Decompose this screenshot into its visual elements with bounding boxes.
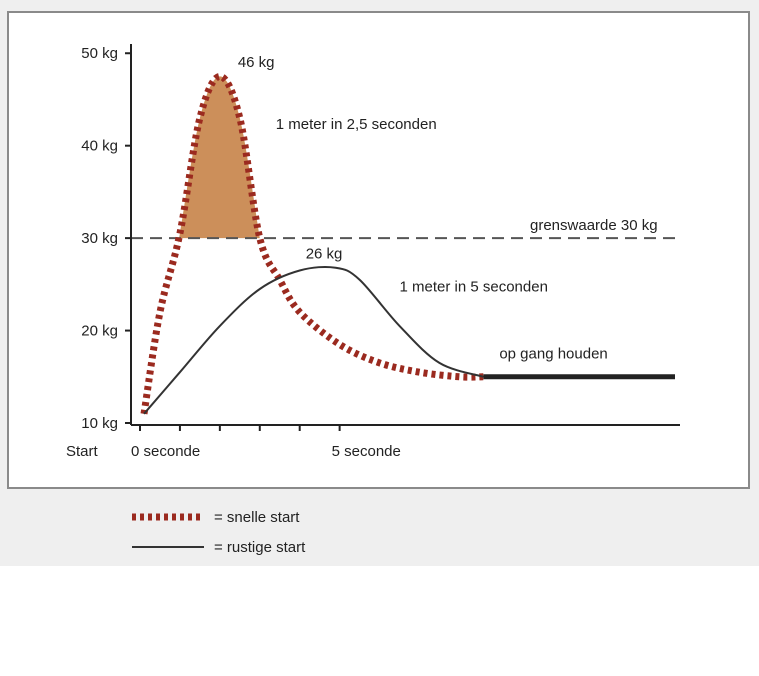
start-label: Start [66,443,99,460]
x-tick-label: 0 seconde [131,443,200,460]
plot-frame [7,11,750,489]
y-tick-label: 50 kg [81,45,118,62]
x-tick-label: 5 seconde [332,443,401,460]
y-tick-label: 40 kg [81,138,118,155]
chart-figure: grenswaarde 30 kg 10 kg 20 kg 30 kg 40 kg 50 … [0,0,759,566]
threshold-label: grenswaarde 30 kg [530,217,658,234]
chart-svg: grenswaarde 30 kg 10 kg 20 kg 30 kg 40 kg 50 … [7,11,750,556]
y-tick-label: 20 kg [81,323,118,340]
legend-entry-label: = rustige start [214,539,306,556]
annotation-label: 26 kg [306,245,343,262]
y-tick-label: 30 kg [81,230,118,247]
peak-shaded-area [178,76,260,244]
annotation-label: op gang houden [499,345,607,362]
annotation-label: 1 meter in 5 seconden [400,279,548,296]
legend-entry-label: = snelle start [214,509,300,526]
annotation-label: 1 meter in 2,5 seconden [276,116,437,133]
series-line-rustige-start [143,265,484,415]
y-tick-label: 10 kg [81,415,118,432]
annotation-label: 46 kg [238,54,275,71]
